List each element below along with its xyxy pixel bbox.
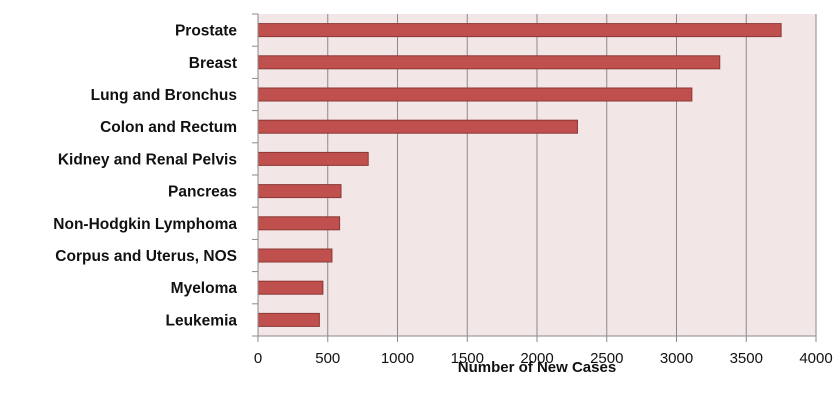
x-tick-label: 2000 [520,350,553,367]
axes [252,13,817,342]
x-tick-label: 4000 [799,350,832,367]
bar [257,119,578,134]
category-label: Prostate [175,23,237,40]
bars [257,23,782,327]
bar [257,248,333,263]
bar [257,280,324,295]
category-label: Non-Hodgkin Lymphoma [53,216,237,233]
bar [257,87,693,102]
bar [257,151,369,166]
bar [257,55,721,70]
x-tick-label: 3500 [730,350,763,367]
x-tick-label: 1000 [381,350,414,367]
category-label: Kidney and Renal Pelvis [58,151,237,168]
bar [257,184,342,199]
bar [257,312,320,327]
bar [257,216,341,231]
x-tick-labels: 0 500 1000 1500 2000 2500 3000 3500 4000 [254,350,833,367]
category-label: Corpus and Uterus, NOS [55,248,237,265]
x-tick-label: 0 [254,350,262,367]
category-label: Leukemia [165,312,237,329]
category-label: Breast [189,55,237,72]
x-tick-label: 500 [315,350,340,367]
x-tick-label: 3000 [660,350,693,367]
category-label: Myeloma [171,280,238,297]
category-labels: Prostate Breast Lung and Bronchus Colon and… [53,23,237,330]
category-label: Pancreas [168,184,237,201]
bar [257,23,782,38]
x-tick-label: 2500 [590,350,623,367]
x-tick-label: 1500 [451,350,484,367]
category-label: Lung and Bronchus [91,87,237,104]
x-axis-title: Number of New Cases [458,359,616,376]
category-label: Colon and Rectum [100,119,237,136]
